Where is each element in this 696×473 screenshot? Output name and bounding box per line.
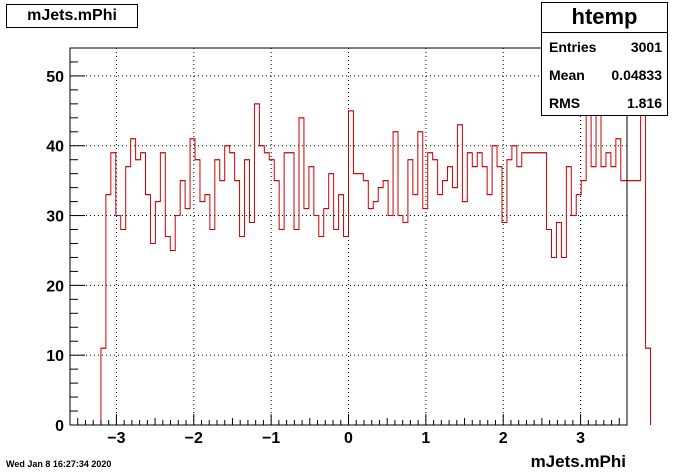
- x-axis-title: mJets.mPhi: [530, 452, 626, 471]
- stats-label: Entries: [549, 39, 597, 55]
- stats-box: htemp Entries 3001 Mean 0.04833 RMS 1.81…: [541, 2, 668, 116]
- y-tick-label: 30: [46, 209, 64, 226]
- stats-row-entries: Entries 3001: [542, 33, 667, 61]
- x-tick-label: −3: [107, 430, 125, 447]
- stats-label: Mean: [549, 67, 585, 83]
- footer-date: Wed Jan 8 16:27:34 2020: [6, 459, 112, 469]
- stats-value: 3001: [630, 39, 662, 55]
- y-tick-label: 40: [46, 139, 64, 156]
- stats-row-mean: Mean 0.04833: [542, 61, 667, 89]
- y-tick-label: 20: [46, 278, 64, 295]
- y-tick-label: 50: [46, 69, 64, 86]
- x-tick-label: 3: [576, 430, 585, 447]
- stats-value: 0.04833: [611, 67, 662, 83]
- stats-name: htemp: [542, 3, 667, 33]
- histogram-series: [100, 68, 652, 425]
- x-tick-label: 1: [421, 430, 430, 447]
- stats-row-rms: RMS 1.816: [542, 89, 667, 117]
- histogram-line: [100, 68, 652, 425]
- stats-label: RMS: [549, 95, 581, 111]
- stats-value: 1.816: [626, 95, 662, 111]
- x-tick-label: 2: [499, 430, 508, 447]
- x-tick-label: −1: [262, 430, 280, 447]
- y-tick-label: 0: [55, 418, 64, 435]
- y-tick-label: 10: [46, 348, 64, 365]
- x-tick-label: −2: [185, 430, 203, 447]
- x-tick-label: 0: [344, 430, 353, 447]
- histogram-title-label: mJets.mPhi: [6, 4, 138, 28]
